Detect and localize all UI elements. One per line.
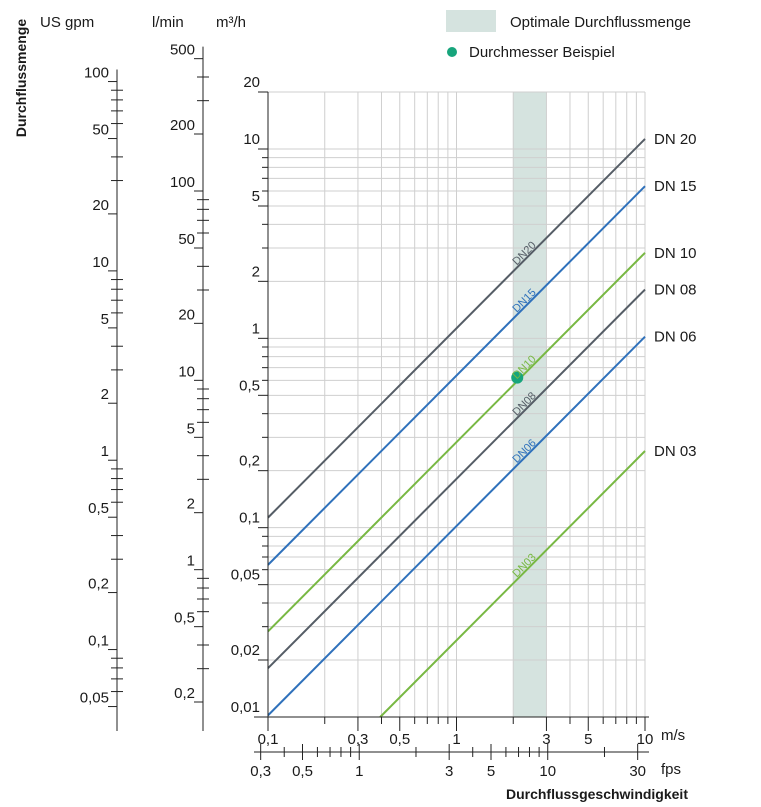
series-label-3: DN 08 xyxy=(654,282,697,299)
y3-axis-tick-label: 5 xyxy=(101,311,109,328)
y2-axis-tick-label: 10 xyxy=(178,363,195,380)
y2-axis-tick-label: 200 xyxy=(170,117,195,134)
legend-band-label: Optimale Durchflussmenge xyxy=(510,14,691,31)
y-tick-label: 2 xyxy=(252,263,260,280)
y3-axis-tick-label: 100 xyxy=(84,65,109,82)
y3-axis-tick-label: 10 xyxy=(92,254,109,271)
legend-point-marker xyxy=(447,47,457,57)
x2-tick-label: 1 xyxy=(355,763,363,780)
y-tick-label: 5 xyxy=(252,188,260,205)
x-tick-label: 3 xyxy=(542,731,550,748)
series-line-3 xyxy=(267,288,646,669)
y-tick-label: 1 xyxy=(252,320,260,337)
x2-tick-label: 5 xyxy=(487,763,495,780)
x2-unit-label: fps xyxy=(661,761,681,778)
y3-axis-tick-label: 1 xyxy=(101,443,109,460)
series-label-2: DN 10 xyxy=(654,245,697,262)
series-label-0: DN 20 xyxy=(654,131,697,148)
x2-tick-label: 3 xyxy=(445,763,453,780)
x-tick-label: 1 xyxy=(452,731,460,748)
x-tick-label: 5 xyxy=(584,731,592,748)
legend-band-swatch xyxy=(446,10,496,32)
y2-axis-tick-label: 2 xyxy=(187,496,195,513)
y-unit-header: m³/h xyxy=(216,14,246,31)
y-tick-label: 0,01 xyxy=(231,699,260,716)
y3-axis-tick-label: 0,5 xyxy=(88,500,109,517)
y-tick-label: 0,02 xyxy=(231,642,260,659)
legend-point-label: Durchmesser Beispiel xyxy=(469,44,615,61)
series-line-5 xyxy=(379,450,646,718)
series-line-1 xyxy=(267,185,646,566)
grid-layer xyxy=(267,91,646,718)
y2-axis-tick-label: 20 xyxy=(178,306,195,323)
y-tick-label: 0,5 xyxy=(239,377,260,394)
x-unit-label: m/s xyxy=(661,727,685,744)
x2-tick-label: 0,5 xyxy=(292,763,313,780)
y2-axis-tick-label: 100 xyxy=(170,174,195,191)
y-tick-label: 20 xyxy=(243,74,260,91)
series-label-5: DN 03 xyxy=(654,443,697,460)
x2-tick-label: 30 xyxy=(629,763,646,780)
series-label-4: DN 06 xyxy=(654,329,697,346)
y2-axis-tick-label: 500 xyxy=(170,42,195,59)
y3-axis-tick-label: 50 xyxy=(92,122,109,139)
y2-axis-tick-label: 0,2 xyxy=(174,685,195,702)
y-tick-label: 10 xyxy=(243,131,260,148)
x-tick-label: 0,5 xyxy=(389,731,410,748)
x2-tick-label: 0,3 xyxy=(250,763,271,780)
x-tick-label: 0,1 xyxy=(258,731,279,748)
y-tick-label: 0,1 xyxy=(239,510,260,527)
y2-axis-tick-label: 5 xyxy=(187,420,195,437)
y3-axis-tick-label: 20 xyxy=(92,197,109,214)
example-point xyxy=(511,371,524,384)
y-axis-title: Durchflussmenge xyxy=(13,19,29,137)
series-line-4 xyxy=(267,335,646,717)
y2-axis-tick-label: 50 xyxy=(178,231,195,248)
y3-unit-header: US gpm xyxy=(40,14,94,31)
series-line-2 xyxy=(267,252,646,633)
y3-axis-tick-label: 0,05 xyxy=(80,690,109,707)
y2-axis-tick-label: 1 xyxy=(187,553,195,570)
axes-layer xyxy=(108,46,649,760)
y2-axis-tick-label: 0,5 xyxy=(174,610,195,627)
series-line-0 xyxy=(267,138,646,519)
y2-unit-header: l/min xyxy=(152,14,184,31)
y-tick-label: 0,05 xyxy=(231,567,260,584)
x-axis-title: Durchflussgeschwindigkeit xyxy=(506,786,688,802)
y3-axis-tick-label: 0,2 xyxy=(88,576,109,593)
series-layer xyxy=(267,138,646,718)
series-label-1: DN 15 xyxy=(654,178,697,195)
y3-axis-tick-label: 2 xyxy=(101,386,109,403)
x-tick-label: 10 xyxy=(637,731,654,748)
x-tick-label: 0,3 xyxy=(348,731,369,748)
y-tick-label: 0,2 xyxy=(239,453,260,470)
y3-axis-tick-label: 0,1 xyxy=(88,633,109,650)
x2-tick-label: 10 xyxy=(539,763,556,780)
